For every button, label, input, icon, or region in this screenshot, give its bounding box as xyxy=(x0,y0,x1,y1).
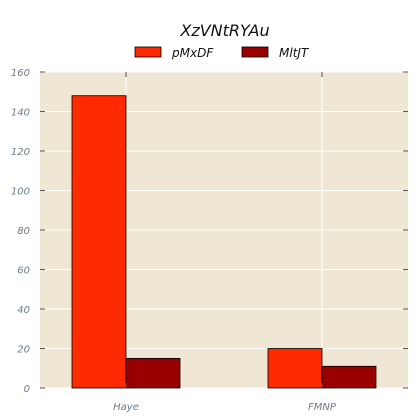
legend-label-mltjt: MltJT xyxy=(279,46,310,60)
y-tick-label: 120 xyxy=(11,147,30,158)
y-tick-label: 60 xyxy=(17,266,30,277)
bars xyxy=(71,95,377,389)
y-tick-label: 20 xyxy=(17,345,30,356)
legend-label-pmxdf: pMxDF xyxy=(171,46,214,60)
legend-swatch-pmxdf xyxy=(134,46,162,58)
legend: pMxDF MltJT xyxy=(134,46,310,60)
y-tick-label: 160 xyxy=(11,68,30,79)
y-tick-label: 100 xyxy=(11,187,30,198)
y-tick-label: 0 xyxy=(24,384,30,395)
legend-swatch-mltjt xyxy=(241,46,269,58)
y-tick-label: 140 xyxy=(11,108,30,119)
y-axis: 0 20 40 60 80 100 120 140 160 xyxy=(11,68,408,395)
chart-title: XzVNtRYAu xyxy=(179,21,269,40)
bar-pmxdf-haye xyxy=(71,95,127,389)
y-tick-label: 40 xyxy=(17,305,30,316)
x-tick-label: Haye xyxy=(113,402,139,413)
x-axis: Haye FMNP xyxy=(113,72,337,413)
bar-mltjt-haye xyxy=(125,357,181,389)
bar-pmxdf-fmnp xyxy=(267,348,323,389)
y-tick-label: 80 xyxy=(17,226,30,237)
bar-mltjt-fmnp xyxy=(321,365,377,389)
x-tick-label: FMNP xyxy=(308,402,337,413)
